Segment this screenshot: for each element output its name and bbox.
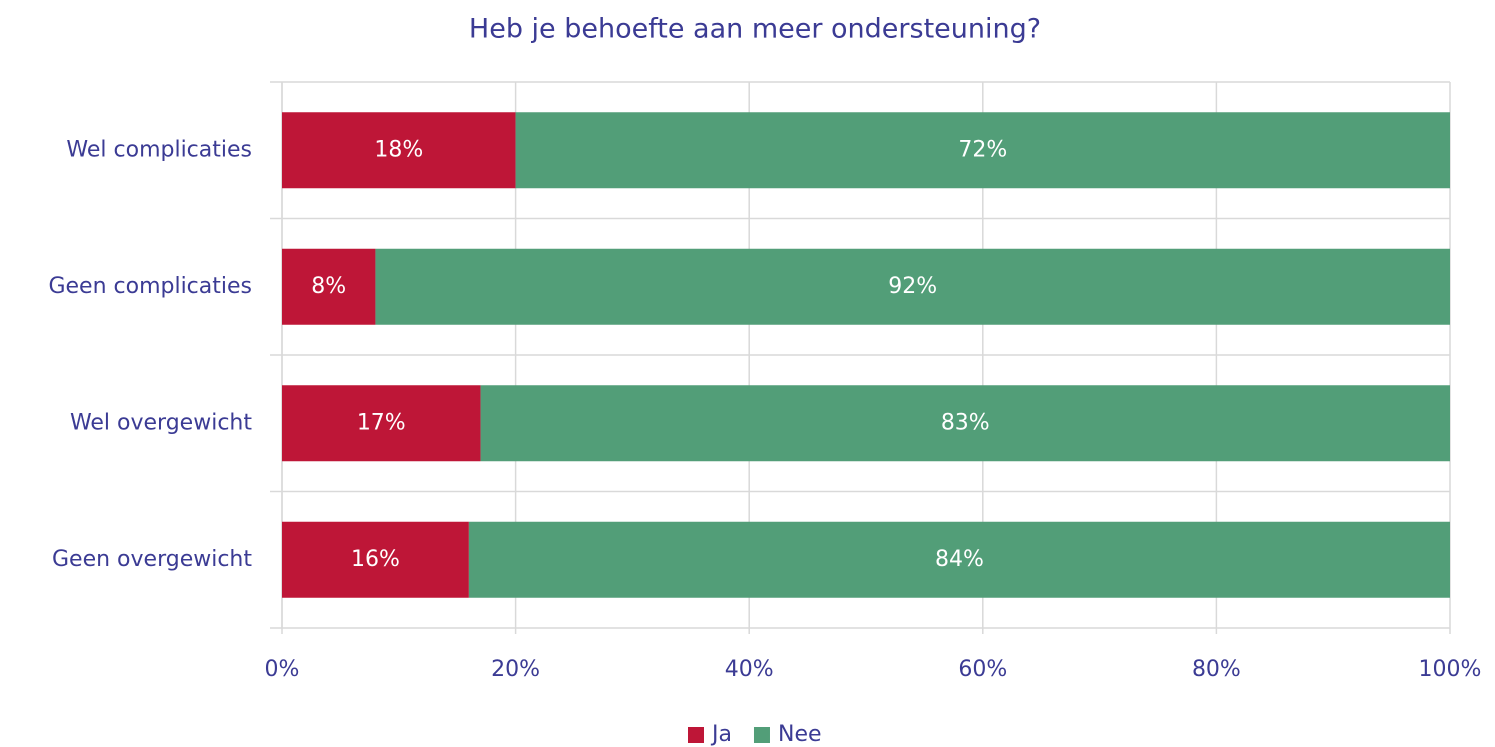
x-tick-label: 100% bbox=[1419, 657, 1482, 682]
x-tick-label: 60% bbox=[958, 657, 1007, 682]
y-tick-label: Geen complicaties bbox=[48, 274, 252, 299]
legend-swatch bbox=[688, 727, 704, 743]
x-tick-label: 20% bbox=[491, 657, 540, 682]
legend-swatch bbox=[753, 727, 770, 743]
y-tick-label: Wel overgewicht bbox=[70, 410, 252, 435]
x-tick-label: 80% bbox=[1192, 657, 1241, 682]
y-tick-label: Wel complicaties bbox=[66, 137, 252, 162]
data-label: 18% bbox=[374, 137, 423, 162]
data-label: 17% bbox=[357, 410, 406, 435]
data-label: 16% bbox=[351, 547, 400, 572]
data-label: 92% bbox=[888, 274, 937, 299]
legend-label: Nee bbox=[778, 722, 822, 747]
x-tick-label: 0% bbox=[265, 657, 300, 682]
data-label: 83% bbox=[941, 410, 990, 435]
y-tick-label: Geen overgewicht bbox=[52, 547, 252, 572]
data-label: 72% bbox=[958, 137, 1007, 162]
bar-segment bbox=[480, 385, 1450, 462]
data-label: 84% bbox=[935, 547, 984, 572]
bar-segment bbox=[282, 248, 376, 325]
legend-label: Ja bbox=[710, 722, 732, 747]
bar-segment bbox=[282, 112, 516, 189]
bar-segment bbox=[468, 521, 1450, 598]
bar-segment bbox=[282, 521, 469, 598]
bar-segment bbox=[282, 385, 481, 462]
chart-title: Heb je behoefte aan meer ondersteuning? bbox=[469, 14, 1041, 45]
bar-segment bbox=[515, 112, 1450, 189]
data-label: 8% bbox=[311, 274, 346, 299]
x-tick-label: 40% bbox=[725, 657, 774, 682]
bar-segment bbox=[375, 248, 1451, 325]
